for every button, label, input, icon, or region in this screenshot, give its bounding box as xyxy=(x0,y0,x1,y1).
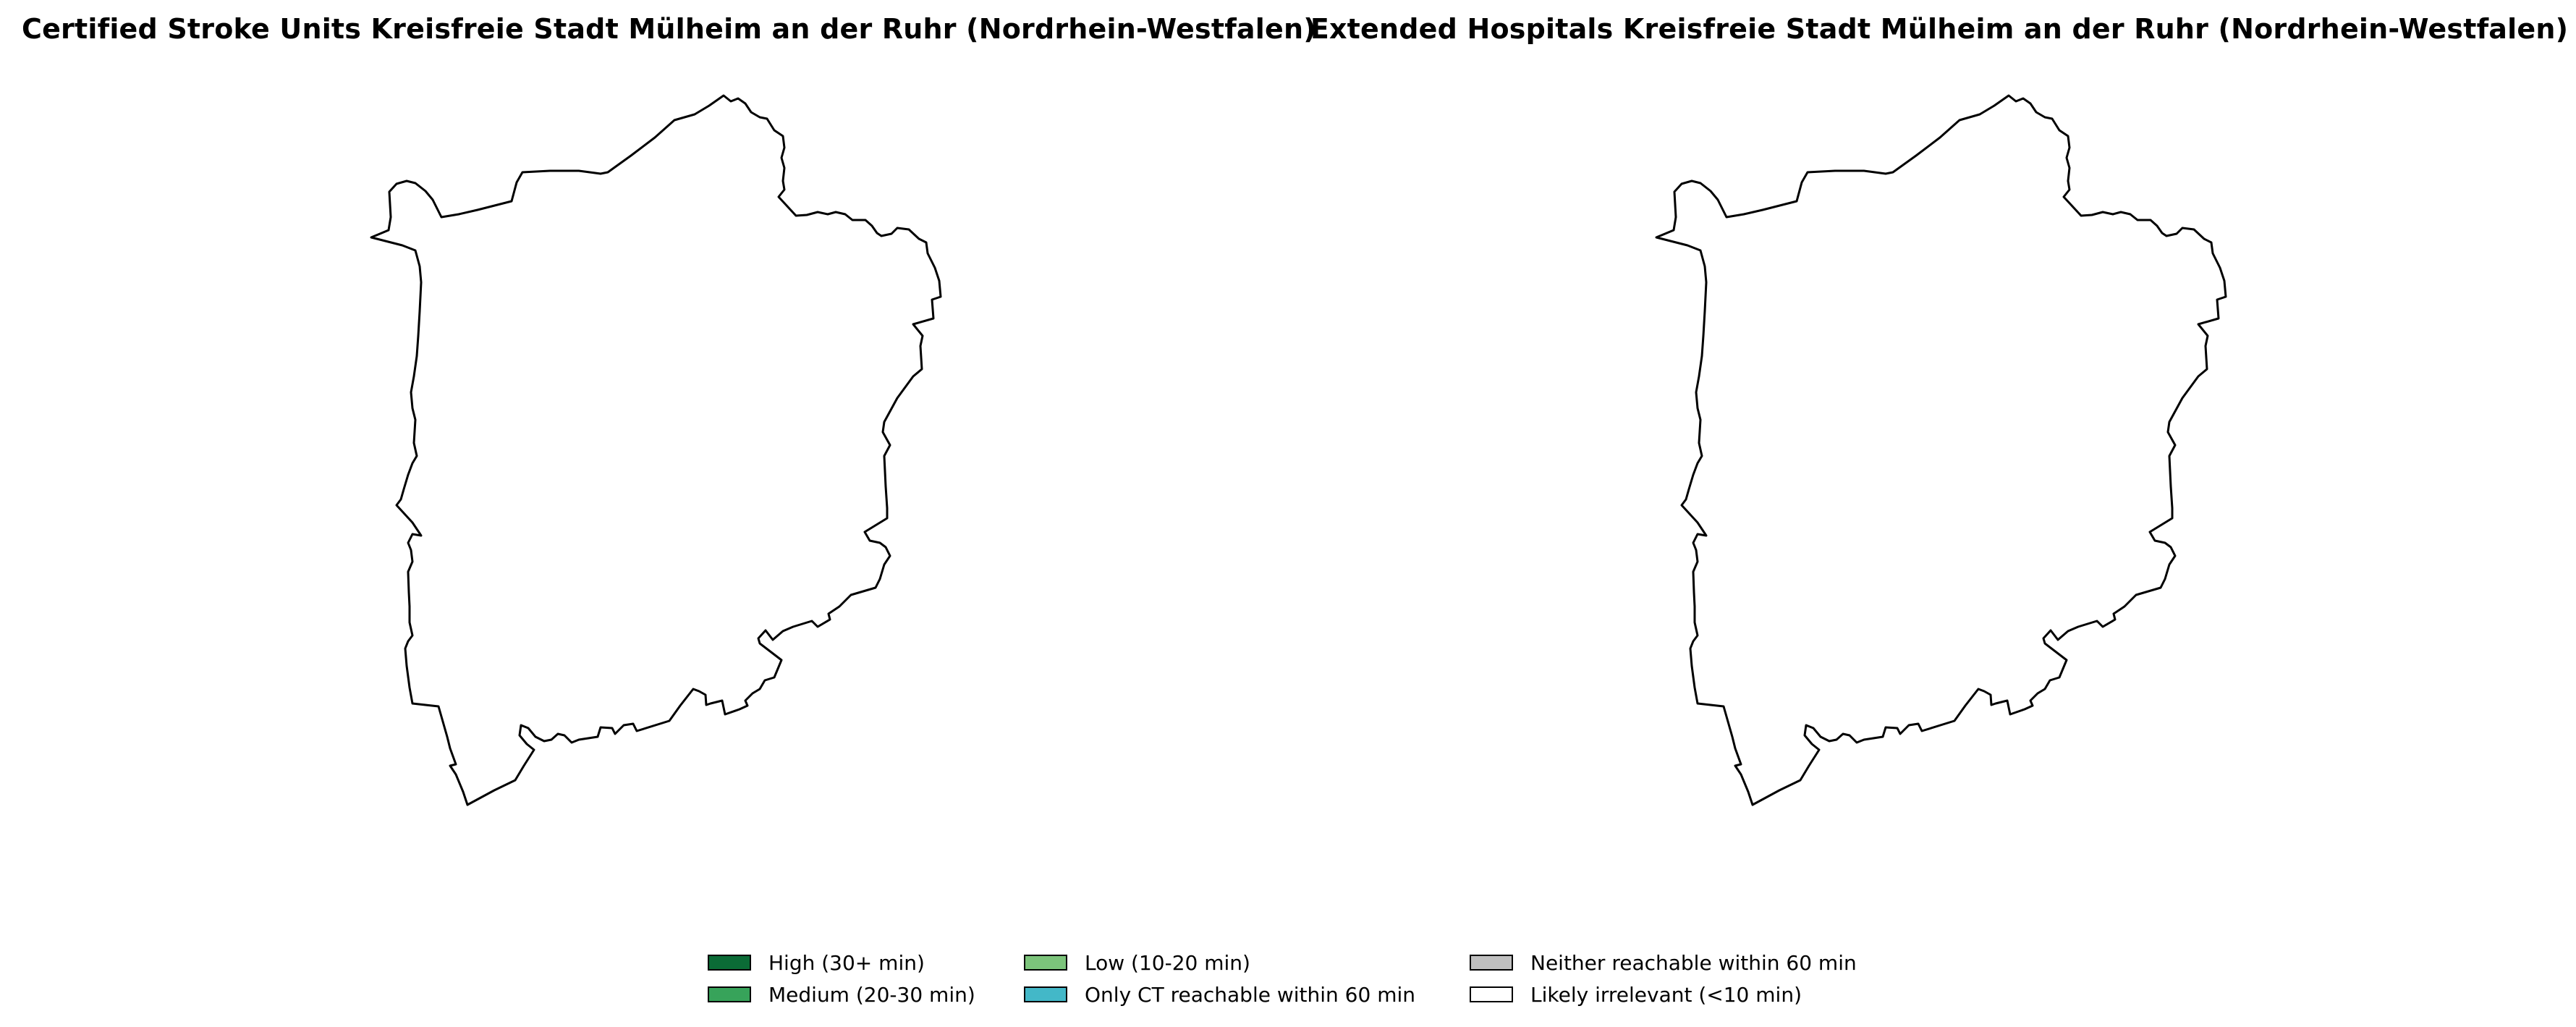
legend-swatch-irrelevant xyxy=(1470,986,1513,1002)
legend-label-irrelevant: Likely irrelevant (<10 min) xyxy=(1530,982,1802,1007)
legend-item-neither: Neither reachable within 60 min xyxy=(1470,948,1857,977)
legend-swatch-only-ct xyxy=(1024,986,1067,1002)
legend-label-high: High (30+ min) xyxy=(768,950,925,975)
legend-swatch-high xyxy=(708,955,751,971)
legend-item-irrelevant: Likely irrelevant (<10 min) xyxy=(1470,980,1802,1009)
legend-label-low: Low (10-20 min) xyxy=(1085,950,1250,975)
map-title-extended-hospitals: Extended Hospitals Kreisfreie Stadt Mülh… xyxy=(1310,13,2569,45)
legend: High (30+ min) Medium (20-30 min) Low (1… xyxy=(708,948,1894,1020)
legend-swatch-medium xyxy=(708,986,751,1002)
legend-label-only-ct: Only CT reachable within 60 min xyxy=(1085,982,1416,1007)
map-title-stroke-units: Certified Stroke Units Kreisfreie Stadt … xyxy=(22,13,1316,45)
legend-item-only-ct: Only CT reachable within 60 min xyxy=(1024,980,1415,1009)
legend-label-neither: Neither reachable within 60 min xyxy=(1530,950,1857,975)
legend-item-medium: Medium (20-30 min) xyxy=(708,980,975,1009)
legend-item-high: High (30+ min) xyxy=(708,948,925,977)
district-boundary-right xyxy=(1655,94,2227,806)
legend-label-medium: Medium (20-30 min) xyxy=(768,982,975,1007)
legend-swatch-neither xyxy=(1470,955,1513,971)
legend-item-low: Low (10-20 min) xyxy=(1024,948,1250,977)
legend-swatch-low xyxy=(1024,955,1067,971)
district-boundary-left xyxy=(370,94,942,806)
